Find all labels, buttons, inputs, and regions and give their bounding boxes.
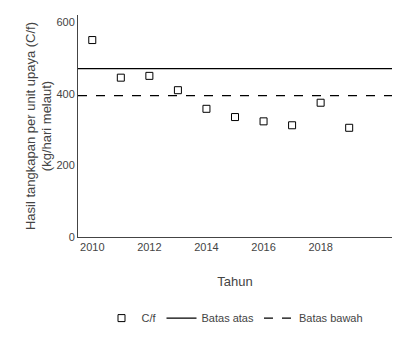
svg-text:C/f: C/f	[142, 312, 157, 324]
svg-text:2018: 2018	[308, 241, 332, 253]
svg-text:600: 600	[56, 16, 74, 28]
svg-text:2010: 2010	[80, 241, 104, 253]
svg-text:200: 200	[56, 159, 74, 171]
svg-text:Tahun: Tahun	[217, 274, 252, 289]
svg-text:Batas bawah: Batas bawah	[299, 312, 363, 324]
svg-text:400: 400	[56, 88, 74, 100]
svg-text:0: 0	[69, 231, 75, 243]
svg-text:2012: 2012	[137, 241, 161, 253]
svg-text:2016: 2016	[251, 241, 275, 253]
svg-text:2014: 2014	[194, 241, 218, 253]
svg-text:Batas atas: Batas atas	[202, 312, 254, 324]
svg-text:Hasil tangkapan per unit upaya: Hasil tangkapan per unit upaya (C/f)(kg/…	[23, 22, 55, 230]
